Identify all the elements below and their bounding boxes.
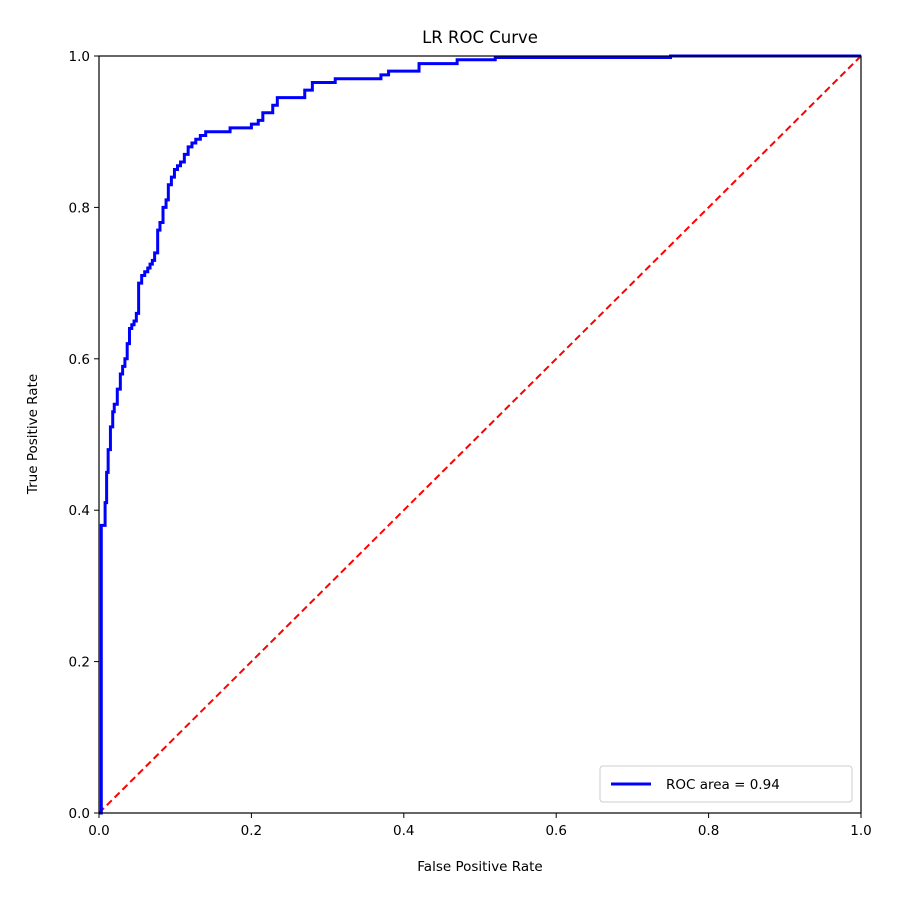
y-tick-label: 0.0 [69,806,90,822]
legend: ROC area = 0.94 [599,765,853,803]
x-tick-label: 0.6 [545,823,566,839]
chance-diagonal-line [98,55,862,814]
x-tick-label: 0.8 [698,823,719,839]
legend-label: ROC area = 0.94 [666,777,780,793]
x-tick-label: 0.0 [88,823,109,839]
y-tick-label: 0.8 [69,200,90,216]
x-tick-label: 0.2 [241,823,262,839]
x-tick-label: 0.4 [393,823,414,839]
y-tick-label: 0.6 [69,352,90,368]
x-axis: 0.0 0.2 0.4 0.6 0.8 1.0 [88,813,872,839]
y-tick-label: 0.2 [69,655,90,671]
y-tick-label: 1.0 [69,49,90,65]
y-tick-label: 0.4 [69,503,90,519]
legend-box [599,765,853,803]
y-axis-label: True Positive Rate [25,374,41,495]
y-axis: 0.0 0.2 0.4 0.6 0.8 1.0 [69,49,99,822]
plot-area [98,54,862,815]
roc-curve-line [99,54,861,815]
x-tick-label: 1.0 [850,823,871,839]
x-axis-label: False Positive Rate [417,859,542,875]
axes-frame [98,55,862,814]
chart-title: LR ROC Curve [422,28,538,47]
